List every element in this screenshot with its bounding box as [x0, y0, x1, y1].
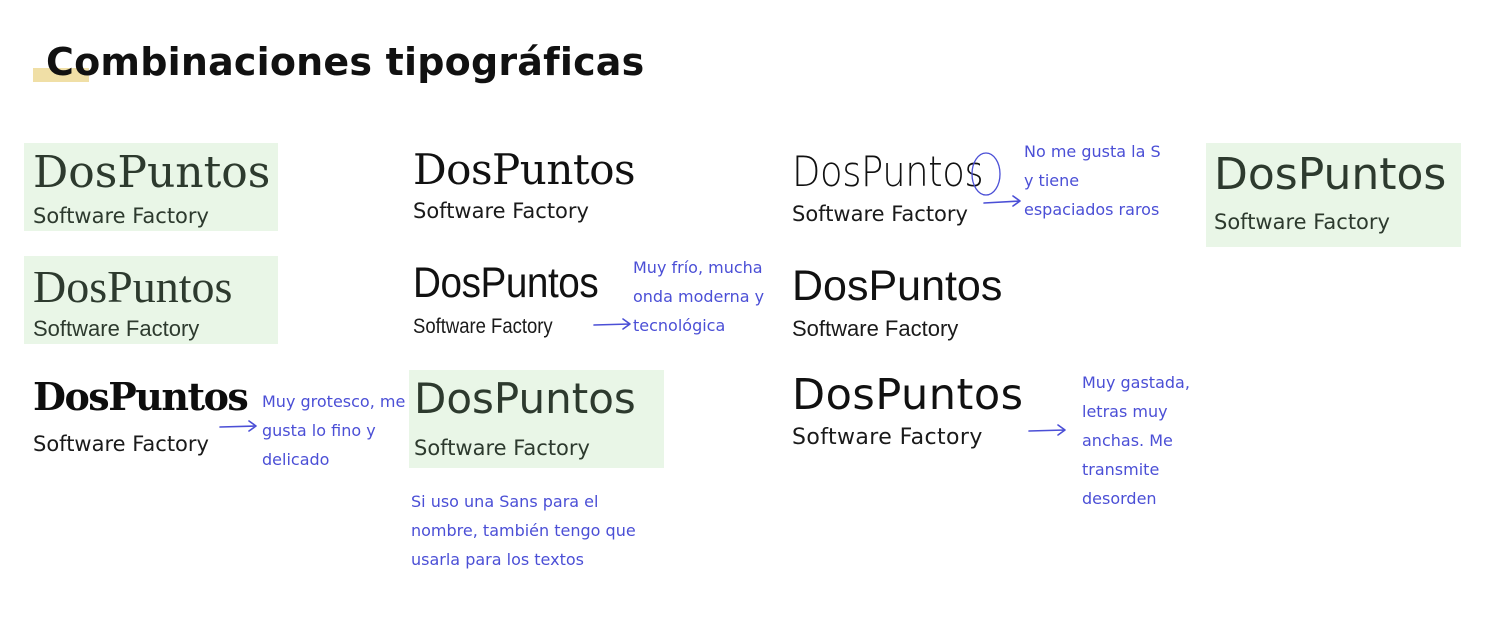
combo-card-5: DosPuntos Software Factory — [413, 258, 633, 342]
brand-subtitle: Software Factory — [792, 202, 968, 226]
brand-subtitle: Software Factory — [413, 315, 553, 338]
note-line: delicado — [262, 450, 330, 469]
note-sans: Si uso una Sans para el nombre, también … — [411, 487, 636, 574]
brand-subtitle: Software Factory — [33, 316, 200, 341]
brand-subtitle: Software Factory — [792, 425, 983, 450]
brand-subtitle: Software Factory — [33, 432, 209, 456]
combo-card-2: DosPuntos Software Factory — [24, 256, 278, 344]
note-line: nombre, también tengo que — [411, 521, 636, 540]
brand-subtitle: Software Factory — [413, 199, 589, 223]
arrow-icon — [219, 420, 257, 432]
note-line: y tiene — [1024, 171, 1080, 190]
combo-card-8: DosPuntos Software Factory — [792, 262, 1012, 342]
note-line: Si uso una Sans para el — [411, 492, 599, 511]
brand-name: DosPuntos — [33, 147, 271, 198]
note-line: gusta lo fino y — [262, 421, 376, 440]
note-s: No me gusta la S y tiene espaciados raro… — [1024, 137, 1161, 224]
page-title: Combinaciones tipográficas — [46, 40, 645, 84]
note-line: Muy gastada, — [1082, 373, 1190, 392]
note-line: letras muy — [1082, 402, 1168, 421]
brand-name: DosPuntos — [413, 259, 599, 307]
circle-mark-icon — [971, 152, 1001, 196]
note-line: espaciados raros — [1024, 200, 1160, 219]
combo-card-9: DosPuntos Software Factory — [792, 372, 1067, 454]
note-line: usarla para los textos — [411, 550, 584, 569]
note-line: No me gusta la S — [1024, 142, 1161, 161]
note-line: desorden — [1082, 489, 1157, 508]
brand-subtitle: Software Factory — [792, 316, 959, 341]
note-line: anchas. Me — [1082, 431, 1173, 450]
brand-subtitle: Software Factory — [414, 436, 590, 460]
note-grotesco: Muy grotesco, me gusta lo fino y delicad… — [262, 387, 405, 474]
brand-subtitle: Software Factory — [1214, 210, 1390, 234]
brand-name: DosPuntos — [414, 374, 636, 423]
brand-subtitle: Software Factory — [33, 204, 209, 228]
brand-name: DosPuntos — [792, 370, 1024, 420]
brand-name: DosPuntos — [792, 147, 984, 196]
combo-card-10: DosPuntos Software Factory — [1206, 143, 1461, 247]
combo-card-7: DosPuntos Software Factory — [792, 148, 1007, 232]
note-frio: Muy frío, mucha onda moderna y tecnológi… — [633, 253, 764, 340]
note-line: Muy frío, mucha — [633, 258, 763, 277]
arrow-icon — [593, 318, 631, 330]
brand-name: DosPuntos — [33, 261, 233, 312]
note-line: transmite — [1082, 460, 1160, 479]
combo-card-1: DosPuntos Software Factory — [24, 143, 278, 231]
brand-name: DosPuntos — [792, 262, 1003, 310]
title-highlight — [33, 68, 89, 82]
brand-name: DosPuntos — [413, 145, 636, 194]
note-line: tecnológica — [633, 316, 726, 335]
arrow-icon — [1028, 424, 1066, 436]
brand-name: DosPuntos — [1214, 149, 1447, 200]
note-gastada: Muy gastada, letras muy anchas. Me trans… — [1082, 368, 1190, 513]
combo-card-4: DosPuntos Software Factory — [413, 145, 653, 229]
brand-name: DosPuntos — [33, 374, 249, 419]
arrow-icon — [983, 195, 1021, 207]
note-line: Muy grotesco, me — [262, 392, 406, 411]
combo-card-6: DosPuntos Software Factory — [409, 370, 664, 468]
combo-card-3: DosPuntos Software Factory — [33, 376, 263, 466]
note-line: onda moderna y — [633, 287, 765, 306]
